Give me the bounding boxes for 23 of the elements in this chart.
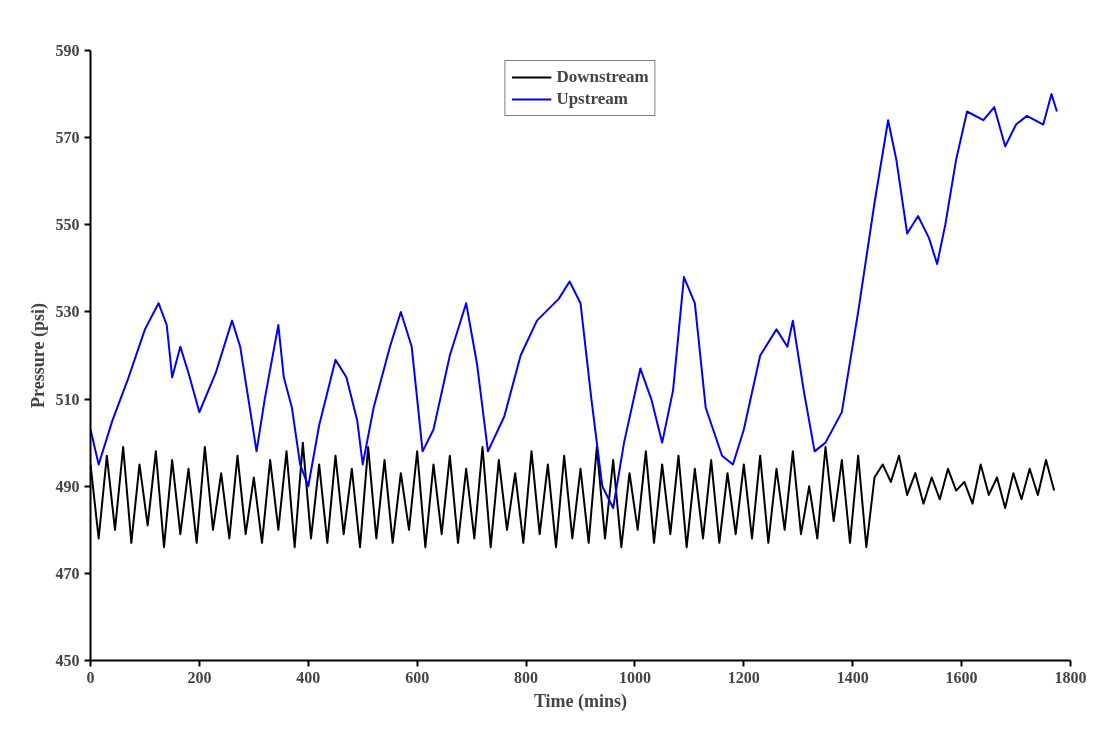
x-tick-label: 1800	[1054, 668, 1087, 686]
x-tick-label: 1200	[727, 668, 760, 686]
y-tick-label: 490	[55, 477, 80, 495]
x-tick-label: 0	[86, 668, 95, 686]
y-tick-label: 510	[55, 390, 80, 408]
x-tick-label: 1600	[945, 668, 978, 686]
x-tick-label: 600	[405, 668, 430, 686]
y-tick-label: 590	[55, 42, 80, 59]
y-tick-label: 470	[55, 564, 80, 582]
legend-label: Downstream	[556, 67, 649, 87]
x-tick-label: 1400	[836, 668, 869, 686]
x-tick-label: 1000	[618, 668, 651, 686]
x-tick-label: 400	[296, 668, 321, 686]
y-tick-label: 550	[55, 216, 80, 234]
x-axis-title: Time (mins)	[533, 690, 628, 712]
y-tick-label: 570	[55, 129, 80, 147]
y-tick-label: 450	[55, 652, 80, 669]
y-axis-title: Pressure (psi)	[27, 303, 49, 408]
x-tick-label: 800	[514, 668, 539, 686]
line-series	[90, 93, 1058, 509]
x-tick-label: 200	[187, 668, 212, 686]
y-tick-label: 530	[55, 303, 80, 321]
legend-label: Upstream	[556, 89, 628, 109]
